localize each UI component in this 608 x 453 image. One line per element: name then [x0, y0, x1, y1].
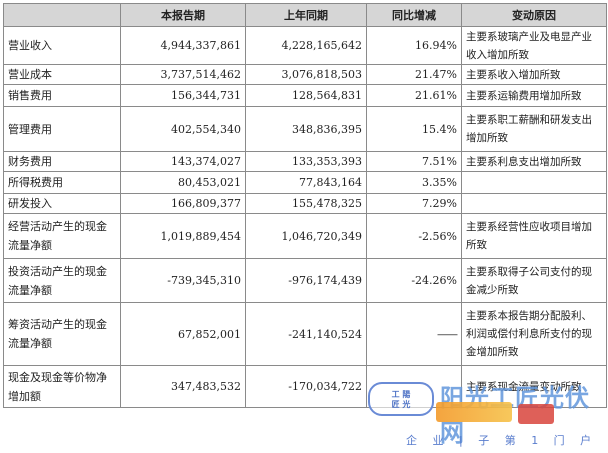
row-current: 156,344,731 — [120, 84, 246, 107]
row-item: 经营活动产生的现金流量净额 — [3, 213, 121, 259]
row-change: 3.35% — [366, 171, 462, 194]
row-item: 筹资活动产生的现金流量净额 — [3, 302, 121, 366]
table-row: 投资活动产生的现金流量净额 -739,345,310 -976,174,439 … — [3, 258, 607, 303]
table-row: 所得税费用 80,453,021 77,843,164 3.35% — [3, 171, 607, 194]
row-reason: 主要系收入增加所致 — [461, 64, 607, 85]
row-reason: 主要系经营性应收项目增加所致 — [461, 213, 607, 259]
header-current-period: 本报告期 — [120, 3, 246, 27]
row-reason — [461, 193, 607, 214]
table-row: 营业收入 4,944,337,861 4,228,165,642 16.94% … — [3, 26, 607, 65]
table-row: 筹资活动产生的现金流量净额 67,852,001 -241,140,524 ——… — [3, 302, 607, 366]
row-prior: 1,046,720,349 — [245, 213, 367, 259]
row-item: 管理费用 — [3, 106, 121, 152]
row-change: —— — [366, 302, 462, 366]
row-prior: 348,836,395 — [245, 106, 367, 152]
table-row: 营业成本 3,737,514,462 3,076,818,503 21.47% … — [3, 64, 607, 85]
row-reason: 主要系取得子公司支付的现金减少所致 — [461, 258, 607, 303]
table-row: 管理费用 402,554,340 348,836,395 15.4% 主要系职工… — [3, 106, 607, 152]
row-change: 16.94% — [366, 26, 462, 65]
row-change: 21.47% — [366, 64, 462, 85]
row-reason: 主要系利息支出增加所致 — [461, 151, 607, 172]
row-reason: 主要系现金流量变动所致 — [461, 365, 607, 408]
header-yoy-change: 同比增减 — [366, 3, 462, 27]
header-reason: 变动原因 — [461, 3, 607, 27]
table-row: 销售费用 156,344,731 128,564,831 21.61% 主要系运… — [3, 84, 607, 107]
row-current: 402,554,340 — [120, 106, 246, 152]
row-reason: 主要系玻璃产业及电显产业收入增加所致 — [461, 26, 607, 65]
table-row: 经营活动产生的现金流量净额 1,019,889,454 1,046,720,34… — [3, 213, 607, 259]
watermark-subtitle: 企 业 | 子 第 1 门 户 — [406, 434, 598, 447]
row-current: 166,809,377 — [120, 193, 246, 214]
row-current: 80,453,021 — [120, 171, 246, 194]
table-row: 研发投入 166,809,377 155,478,325 7.29% — [3, 193, 607, 214]
row-item: 财务费用 — [3, 151, 121, 172]
row-prior: 155,478,325 — [245, 193, 367, 214]
watermark-orange-block — [436, 402, 512, 422]
seal-text-top: 工 陽 — [391, 389, 411, 399]
table-row: 财务费用 143,374,027 133,353,393 7.51% 主要系利息… — [3, 151, 607, 172]
row-change: 15.4% — [366, 106, 462, 152]
row-change: 21.61% — [366, 84, 462, 107]
row-current: 143,374,027 — [120, 151, 246, 172]
row-prior: 77,843,164 — [245, 171, 367, 194]
row-current: 3,737,514,462 — [120, 64, 246, 85]
row-reason: 主要系运输费用增加所致 — [461, 84, 607, 107]
row-prior: -241,140,524 — [245, 302, 367, 366]
row-prior: -976,174,439 — [245, 258, 367, 303]
row-item: 所得税费用 — [3, 171, 121, 194]
row-item: 投资活动产生的现金流量净额 — [3, 258, 121, 303]
row-current: 347,483,532 — [120, 365, 246, 408]
row-current: 4,944,337,861 — [120, 26, 246, 65]
watermark: 工 陽 匠 光 阳光工匠光伏网 企 业 | 子 第 1 门 户 — [368, 370, 608, 453]
row-reason: 主要系职工薪酬和研发支出增加所致 — [461, 106, 607, 152]
watermark-red-block — [518, 404, 554, 424]
row-current: 67,852,001 — [120, 302, 246, 366]
table-header-row: 本报告期 上年同期 同比增减 变动原因 — [3, 3, 607, 27]
row-reason: 主要系本报告期分配股利、利润或偿付利息所支付的现金增加所致 — [461, 302, 607, 366]
row-item: 销售费用 — [3, 84, 121, 107]
row-prior: 4,228,165,642 — [245, 26, 367, 65]
financial-table: 本报告期 上年同期 同比增减 变动原因 营业收入 4,944,337,861 4… — [3, 3, 607, 408]
seal-text-bottom: 匠 光 — [391, 399, 411, 409]
row-change: -2.56% — [366, 213, 462, 259]
row-prior: 3,076,818,503 — [245, 64, 367, 85]
row-current: -739,345,310 — [120, 258, 246, 303]
row-item: 营业收入 — [3, 26, 121, 65]
row-item: 营业成本 — [3, 64, 121, 85]
row-current: 1,019,889,454 — [120, 213, 246, 259]
row-reason — [461, 171, 607, 194]
row-change: 7.51% — [366, 151, 462, 172]
row-item: 现金及现金等价物净增加额 — [3, 365, 121, 408]
row-prior: -170,034,722 — [245, 365, 367, 408]
row-change: 7.29% — [366, 193, 462, 214]
header-item — [3, 3, 121, 27]
header-prior-period: 上年同期 — [245, 3, 367, 27]
watermark-seal-logo: 工 陽 匠 光 — [368, 382, 434, 416]
row-change: -24.26% — [366, 258, 462, 303]
row-prior: 128,564,831 — [245, 84, 367, 107]
row-item: 研发投入 — [3, 193, 121, 214]
row-prior: 133,353,393 — [245, 151, 367, 172]
